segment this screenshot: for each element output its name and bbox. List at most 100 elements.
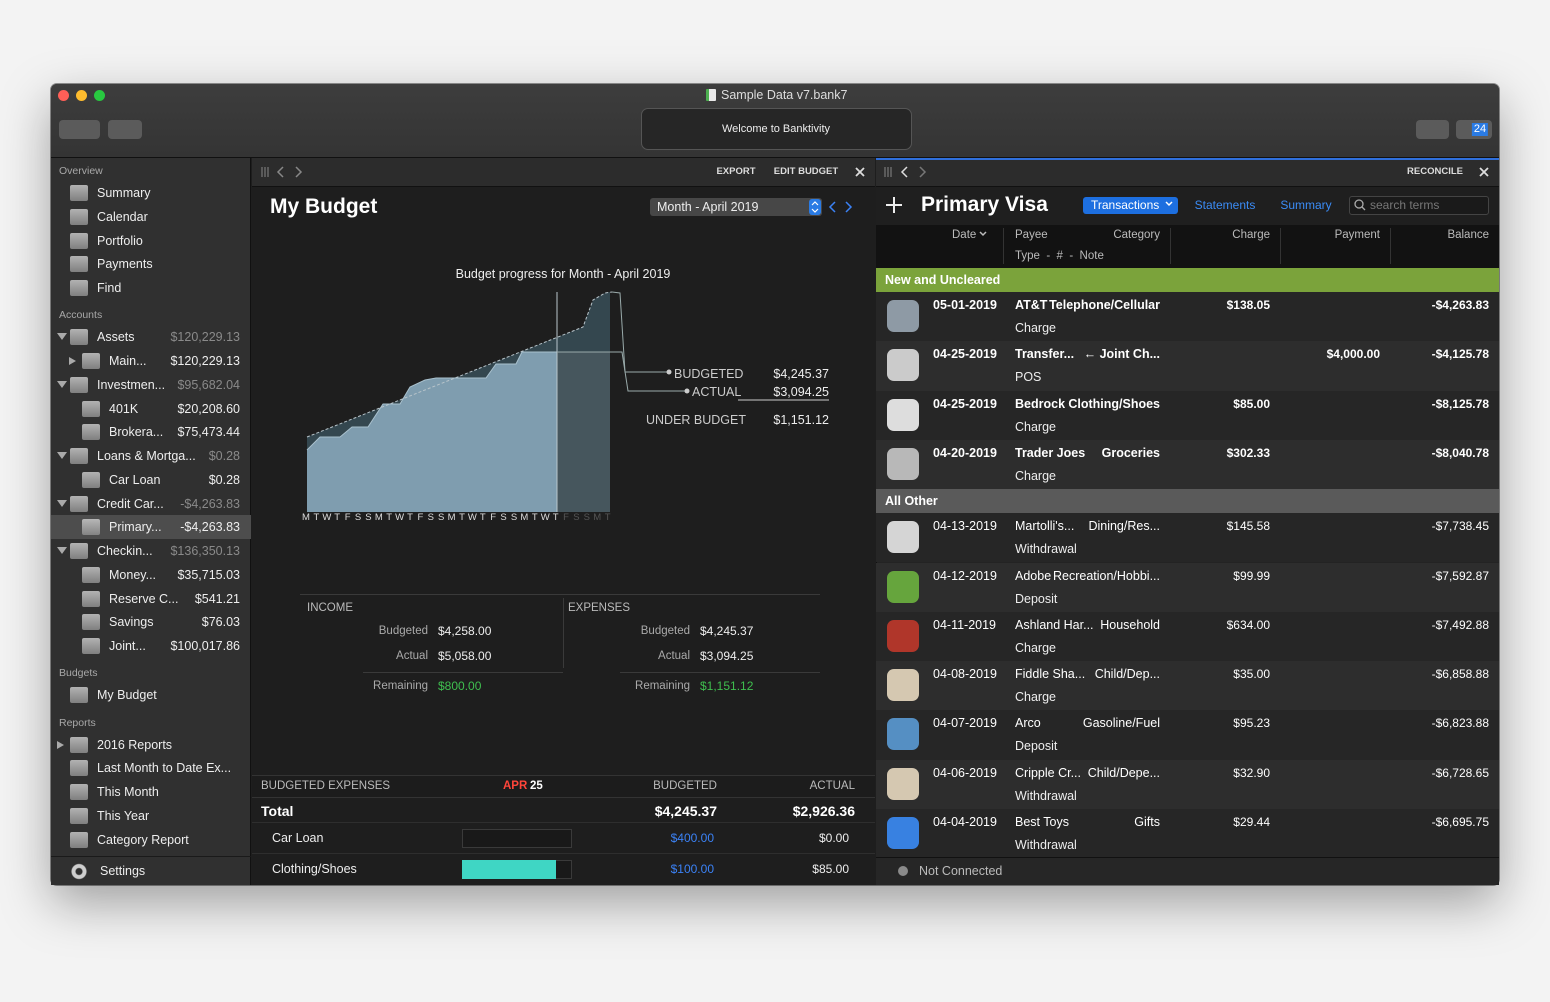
transaction-row[interactable] xyxy=(876,611,1499,662)
sidebar-amount: $0.28 xyxy=(208,449,240,463)
minimize-button[interactable] xyxy=(76,90,87,101)
refresh-button[interactable] xyxy=(108,120,142,139)
share-button[interactable] xyxy=(1416,120,1449,139)
day-label: T xyxy=(604,512,611,523)
sidebar-item[interactable]: Money... xyxy=(109,567,157,582)
transaction-row[interactable] xyxy=(876,562,1499,612)
disclosure-triangle[interactable] xyxy=(57,499,67,507)
sidebar-item[interactable]: Find xyxy=(97,281,122,295)
disclosure-triangle[interactable] xyxy=(57,333,67,341)
search-box[interactable] xyxy=(1349,196,1489,215)
transaction-payment: $4,000.00 xyxy=(1326,347,1380,362)
transaction-balance: -$7,592.87 xyxy=(1431,568,1489,583)
sidebar-item[interactable]: Joint... xyxy=(109,639,146,653)
transaction-row[interactable] xyxy=(876,809,1499,859)
expense-budgeted[interactable]: $400.00 xyxy=(670,831,714,845)
sidebar-item[interactable]: 401K xyxy=(109,401,139,416)
column-header[interactable]: Payment xyxy=(1334,229,1380,241)
disclosure-triangle[interactable] xyxy=(57,380,67,388)
group-title: All Other xyxy=(885,494,938,509)
sidebar-item[interactable]: Credit Car... xyxy=(97,496,164,511)
transaction-date: 04-11-2019 xyxy=(933,617,997,632)
item-icon xyxy=(82,638,100,654)
summary-title: EXPENSES xyxy=(568,602,630,614)
legend-value: $3,094.25 xyxy=(773,385,829,399)
sidebar-item[interactable]: Loans & Mortga... xyxy=(97,449,196,463)
tab[interactable]: Summary xyxy=(1280,198,1332,212)
summary-label: Budgeted xyxy=(378,625,428,637)
sidebar-item[interactable]: Primary... xyxy=(109,520,162,535)
sidebar-item[interactable]: Investmen... xyxy=(97,377,166,392)
sidebar-item[interactable]: Last Month to Date Ex... xyxy=(97,761,232,776)
zoom-button[interactable] xyxy=(94,90,105,101)
close-button[interactable] xyxy=(58,90,69,101)
transaction-row[interactable] xyxy=(876,439,1499,490)
disclosure-triangle[interactable] xyxy=(57,740,64,749)
sidebar-item[interactable]: Brokera... xyxy=(109,425,164,440)
add-transaction[interactable] xyxy=(893,197,895,213)
transaction-row[interactable] xyxy=(876,341,1499,391)
transaction-row[interactable] xyxy=(876,513,1499,563)
tab[interactable]: Transactions xyxy=(1091,198,1160,212)
transaction-row[interactable] xyxy=(876,390,1499,440)
tab[interactable]: Statements xyxy=(1194,198,1256,212)
status-bar xyxy=(876,857,1499,885)
sidebar-item[interactable]: Summary xyxy=(97,186,151,200)
edit-budget-button[interactable]: EDIT BUDGET xyxy=(773,166,839,177)
sidebar-item[interactable]: This Month xyxy=(97,785,159,799)
disclosure-triangle[interactable] xyxy=(69,357,76,365)
transaction-balance: -$4,263.83 xyxy=(1431,298,1489,312)
column-header[interactable]: Balance xyxy=(1447,229,1489,241)
column-header[interactable]: Category xyxy=(1113,229,1160,241)
transaction-row[interactable] xyxy=(876,661,1499,711)
sidebar-item[interactable]: Main... xyxy=(109,354,147,368)
transaction-charge: $99.99 xyxy=(1233,568,1270,583)
sidebar-item[interactable]: My Budget xyxy=(97,688,157,703)
transaction-row[interactable] xyxy=(876,759,1499,809)
day-label: T xyxy=(386,512,393,523)
transaction-icon xyxy=(887,817,919,849)
transaction-balance: -$4,125.78 xyxy=(1431,347,1489,362)
disclosure-triangle[interactable] xyxy=(57,547,67,554)
disclosure-triangle[interactable] xyxy=(57,452,67,459)
sidebar-item[interactable]: Car Loan xyxy=(109,472,161,487)
column-header[interactable]: Charge xyxy=(1232,229,1270,241)
summary-value: $5,058.00 xyxy=(438,649,492,663)
row-separator xyxy=(252,822,875,823)
sidebar-amount: $136,350.13 xyxy=(170,544,240,558)
sidebar-item[interactable]: Savings xyxy=(109,615,154,630)
legend-label: ACTUAL xyxy=(692,385,742,399)
day-label: T xyxy=(552,512,559,523)
column-header[interactable]: Payee xyxy=(1015,229,1048,241)
transaction-type: Deposit xyxy=(1015,591,1058,606)
transaction-row[interactable] xyxy=(876,292,1499,342)
chart-title: Budget progress for Month - April 2019 xyxy=(455,267,671,281)
sidebar-item[interactable]: Checkin... xyxy=(97,544,153,558)
legend-value: $1,151.12 xyxy=(773,413,829,427)
column-header[interactable]: Date xyxy=(952,229,977,241)
reconcile-button[interactable]: RECONCILE xyxy=(1407,166,1463,177)
expense-budgeted[interactable]: $100.00 xyxy=(670,862,714,876)
period-select[interactable] xyxy=(650,198,822,216)
day-label: T xyxy=(313,512,320,523)
settings-button[interactable]: Settings xyxy=(100,864,146,878)
summary-label: Remaining xyxy=(635,680,690,692)
export-button[interactable]: EXPORT xyxy=(716,166,756,177)
transaction-row[interactable] xyxy=(876,710,1499,760)
sidebar-item[interactable]: This Year xyxy=(97,808,150,823)
transaction-category: Recreation/Hobbi... xyxy=(1052,568,1160,583)
sidebar-item[interactable]: Assets xyxy=(97,330,135,345)
sidebar-item[interactable]: Payments xyxy=(97,257,153,272)
column-header: BUDGETED xyxy=(653,780,717,792)
add-button[interactable] xyxy=(59,120,100,139)
sidebar-item[interactable]: 2016 Reports xyxy=(97,737,173,752)
sidebar-item[interactable]: Category Report xyxy=(97,832,189,847)
transaction-date: 04-07-2019 xyxy=(933,716,997,731)
transaction-charge: $145.58 xyxy=(1226,519,1270,534)
budget-toolbar xyxy=(252,158,875,187)
transaction-payee: Ashland Har... xyxy=(1015,617,1094,632)
tab-active[interactable] xyxy=(1083,197,1178,214)
sidebar-item[interactable]: Calendar xyxy=(97,209,148,224)
sidebar-item[interactable]: Reserve C... xyxy=(109,591,179,606)
sidebar-item[interactable]: Portfolio xyxy=(97,233,143,248)
